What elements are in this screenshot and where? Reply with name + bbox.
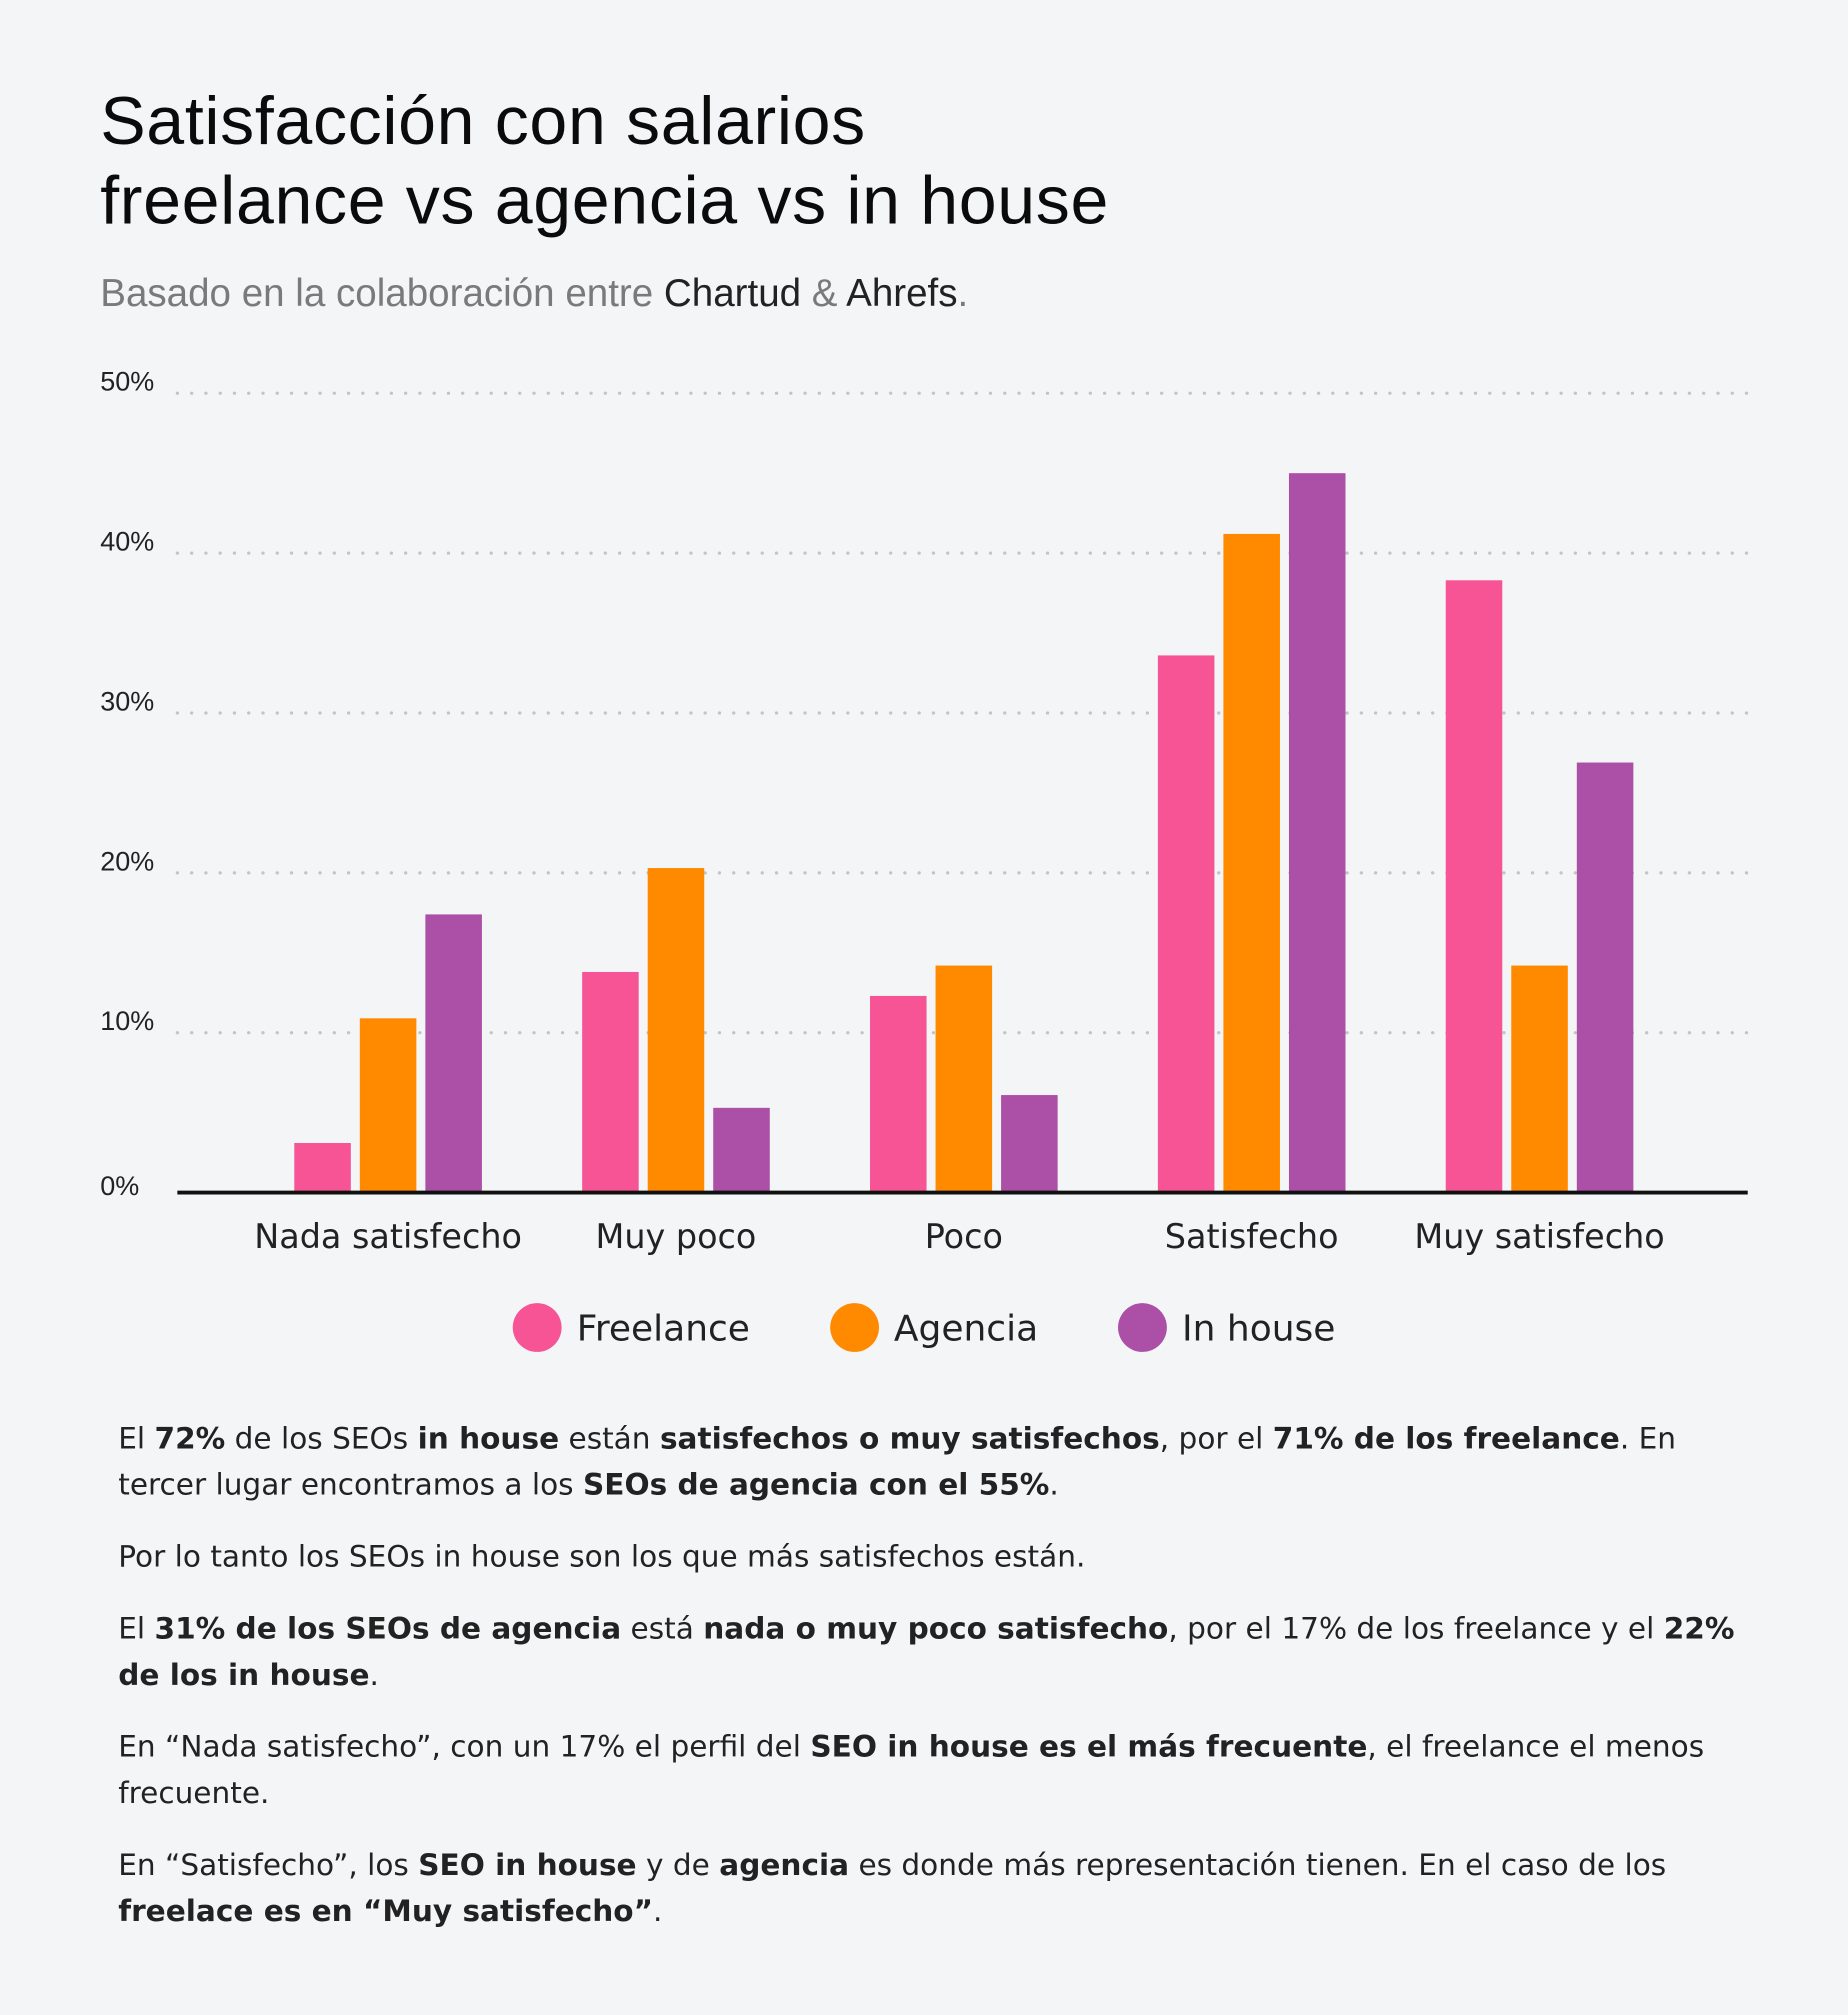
bar-in-house (713, 1107, 770, 1193)
x-tick-label: Nada satisfecho (254, 1217, 522, 1256)
legend-label: Freelance (576, 1306, 750, 1349)
title-line-1: Satisfacción con salarios (100, 83, 866, 160)
bar-in-house (1576, 762, 1634, 1193)
legend-item: Freelance (512, 1303, 750, 1352)
bar-agencia (935, 965, 993, 1193)
text: , por el (1159, 1422, 1273, 1457)
bar-in-house (1001, 1095, 1058, 1193)
bold-text: SEOs de agencia con el 55% (582, 1468, 1050, 1503)
text: . (1049, 1468, 1059, 1503)
bold-text: 72% (154, 1422, 226, 1457)
bar-freelance (1445, 580, 1503, 1193)
text: , por el 17% de los freelance y el (1168, 1612, 1664, 1647)
text: de los SEOs (225, 1422, 418, 1457)
legend-item: In house (1117, 1303, 1336, 1352)
text: En “Satisfecho”, los (118, 1849, 419, 1883)
brand-chartud: Chartud (663, 272, 802, 315)
subtitle-prefix: Basado en la colaboración entre (100, 272, 664, 315)
text: . (653, 1895, 663, 1929)
text: El (118, 1612, 155, 1647)
paragraph: En “Satisfecho”, los SEO in house y de a… (118, 1843, 1750, 1936)
text: . (369, 1659, 379, 1693)
paragraph: El 72% de los SEOs in house están satisf… (118, 1416, 1750, 1509)
x-tick-label: Muy satisfecho (1414, 1217, 1664, 1256)
subtitle-suffix: . (957, 272, 969, 315)
bar-agencia (647, 868, 705, 1193)
bold-text: nada o muy poco satisfecho (703, 1612, 1169, 1647)
chart-subtitle: Basado en la colaboración entre Chartud … (100, 272, 968, 316)
y-tick-label: 50% (100, 367, 154, 397)
bar-agencia (1511, 965, 1568, 1193)
y-tick-label: 40% (100, 527, 154, 557)
bold-text: agencia (719, 1849, 850, 1883)
text: En “Nada satisfecho”, con un 17% el perf… (118, 1731, 811, 1765)
bar-freelance (1157, 655, 1215, 1193)
bar-agencia (1223, 533, 1280, 1193)
brand-ahrefs: Ahrefs (846, 272, 958, 315)
bold-text: SEO in house (418, 1849, 637, 1883)
bar-agencia (359, 1018, 417, 1193)
legend: Freelance Agencia In house (0, 1303, 1848, 1352)
x-tick-label: Satisfecho (1165, 1217, 1339, 1256)
paragraph: Por lo tanto los SEOs in house son los q… (118, 1534, 1750, 1580)
commentary: El 72% de los SEOs in house están satisf… (118, 1416, 1750, 1961)
y-tick-label: 30% (100, 686, 154, 716)
legend-swatch (512, 1303, 562, 1352)
paragraph: En “Nada satisfecho”, con un 17% el perf… (118, 1725, 1750, 1818)
subtitle-amp: & (801, 272, 847, 315)
title-line-2: freelance vs agencia vs in house (100, 163, 1110, 240)
legend-label: In house (1182, 1306, 1336, 1349)
text: y de (636, 1849, 720, 1883)
paragraph: El 31% de los SEOs de agencia está nada … (118, 1606, 1750, 1699)
y-tick-label: 20% (100, 846, 154, 876)
text: están (559, 1422, 660, 1457)
bar-in-house (425, 914, 482, 1193)
bold-text: SEO in house es el más frecuente (810, 1731, 1368, 1765)
bold-text: satisfechos o muy satisfechos (659, 1422, 1160, 1457)
bar-in-house (1288, 473, 1346, 1193)
bold-text: 71% de los freelance (1272, 1422, 1620, 1457)
legend-item: Agencia (829, 1303, 1039, 1352)
legend-swatch (1117, 1303, 1167, 1352)
bold-text: freelace es en “Muy satisfecho” (118, 1895, 654, 1929)
legend-label: Agencia (893, 1306, 1039, 1349)
text: . En tercer lugar encontramos a los (118, 1422, 1677, 1503)
chart-title: Satisfacción con salarios freelance vs a… (100, 82, 1109, 241)
bar-freelance (294, 1143, 351, 1193)
y-tick-label: 0% (100, 1171, 139, 1201)
text: Por lo tanto los SEOs in house son los q… (118, 1540, 1086, 1575)
y-tick-label: 10% (100, 1006, 154, 1036)
x-tick-label: Poco (925, 1217, 1003, 1256)
bold-text: 22% de los in house (118, 1612, 1735, 1693)
bar-chart: 0% 10% 20% 30% 40% 50% Nada satisfecho Muy poco… (100, 367, 1750, 1256)
legend-swatch (829, 1303, 879, 1352)
bar-freelance (582, 971, 639, 1193)
text: El (118, 1422, 155, 1457)
text: , el freelance el menos frecuente. (118, 1731, 1705, 1811)
text: está (621, 1612, 704, 1647)
text: es donde más representación tienen. En e… (849, 1849, 1667, 1883)
x-tick-label: Muy poco (596, 1217, 757, 1256)
bold-text: in house (417, 1422, 560, 1457)
bold-text: 31% de los SEOs de agencia (154, 1612, 622, 1647)
bar-freelance (870, 995, 927, 1193)
